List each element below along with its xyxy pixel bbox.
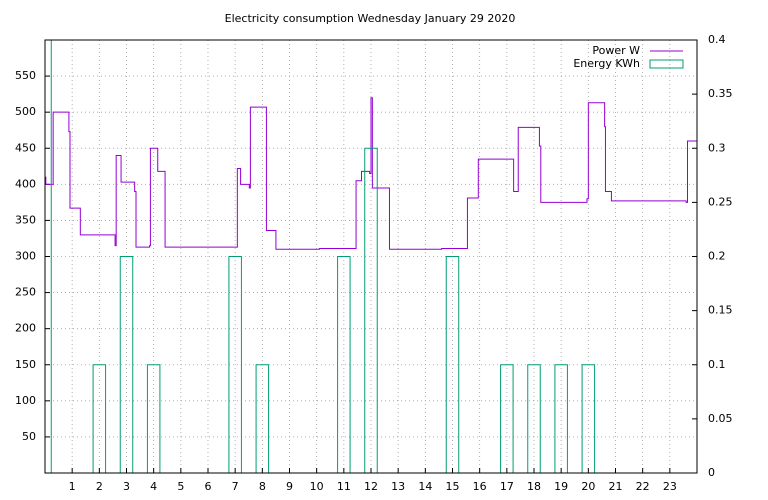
y-tick-label: 250 xyxy=(15,286,36,299)
x-tick-label: 16 xyxy=(473,480,487,493)
x-tick-label: 10 xyxy=(310,480,324,493)
y-tick-label: 400 xyxy=(15,177,36,190)
y2-tick-label: 0 xyxy=(708,466,715,479)
x-tick-label: 8 xyxy=(259,480,266,493)
y2-tick-label: 0.15 xyxy=(708,304,733,317)
y2-tick-label: 0.1 xyxy=(708,358,726,371)
y2-tick-label: 0.35 xyxy=(708,87,733,100)
chart-title: Electricity consumption Wednesday Januar… xyxy=(225,12,516,25)
x-tick-label: 19 xyxy=(554,480,568,493)
x-tick-label: 17 xyxy=(500,480,514,493)
legend-label: Power W xyxy=(592,44,640,57)
x-tick-label: 11 xyxy=(337,480,351,493)
x-tick-label: 15 xyxy=(446,480,460,493)
y2-tick-label: 0.4 xyxy=(708,33,726,46)
y2-tick-label: 0.25 xyxy=(708,195,733,208)
x-tick-label: 13 xyxy=(391,480,405,493)
y2-tick-label: 0.05 xyxy=(708,412,733,425)
y2-tick-label: 0.2 xyxy=(708,250,726,263)
x-tick-label: 2 xyxy=(96,480,103,493)
x-tick-label: 12 xyxy=(364,480,378,493)
x-tick-label: 21 xyxy=(609,480,623,493)
y-tick-label: 150 xyxy=(15,358,36,371)
x-tick-label: 7 xyxy=(232,480,239,493)
x-tick-label: 3 xyxy=(123,480,130,493)
y-tick-label: 350 xyxy=(15,213,36,226)
y-tick-label: 500 xyxy=(15,105,36,118)
y2-tick-label: 0.3 xyxy=(708,141,726,154)
x-tick-label: 1 xyxy=(69,480,76,493)
y-tick-label: 200 xyxy=(15,322,36,335)
x-tick-label: 20 xyxy=(581,480,595,493)
x-tick-label: 6 xyxy=(205,480,212,493)
legend-swatch xyxy=(649,59,684,69)
x-tick-label: 18 xyxy=(527,480,541,493)
legend-label: Energy KWh xyxy=(573,57,640,70)
y-tick-label: 300 xyxy=(15,250,36,263)
x-tick-label: 14 xyxy=(418,480,432,493)
power-line xyxy=(45,97,697,250)
x-tick-label: 9 xyxy=(286,480,293,493)
x-tick-label: 22 xyxy=(636,480,650,493)
x-tick-label: 4 xyxy=(150,480,157,493)
y-tick-label: 550 xyxy=(15,69,36,82)
x-tick-label: 5 xyxy=(177,480,184,493)
x-tick-label: 23 xyxy=(663,480,677,493)
y-tick-label: 50 xyxy=(22,430,36,443)
y-tick-label: 100 xyxy=(15,394,36,407)
y-tick-label: 450 xyxy=(15,141,36,154)
plot-border xyxy=(44,39,698,474)
